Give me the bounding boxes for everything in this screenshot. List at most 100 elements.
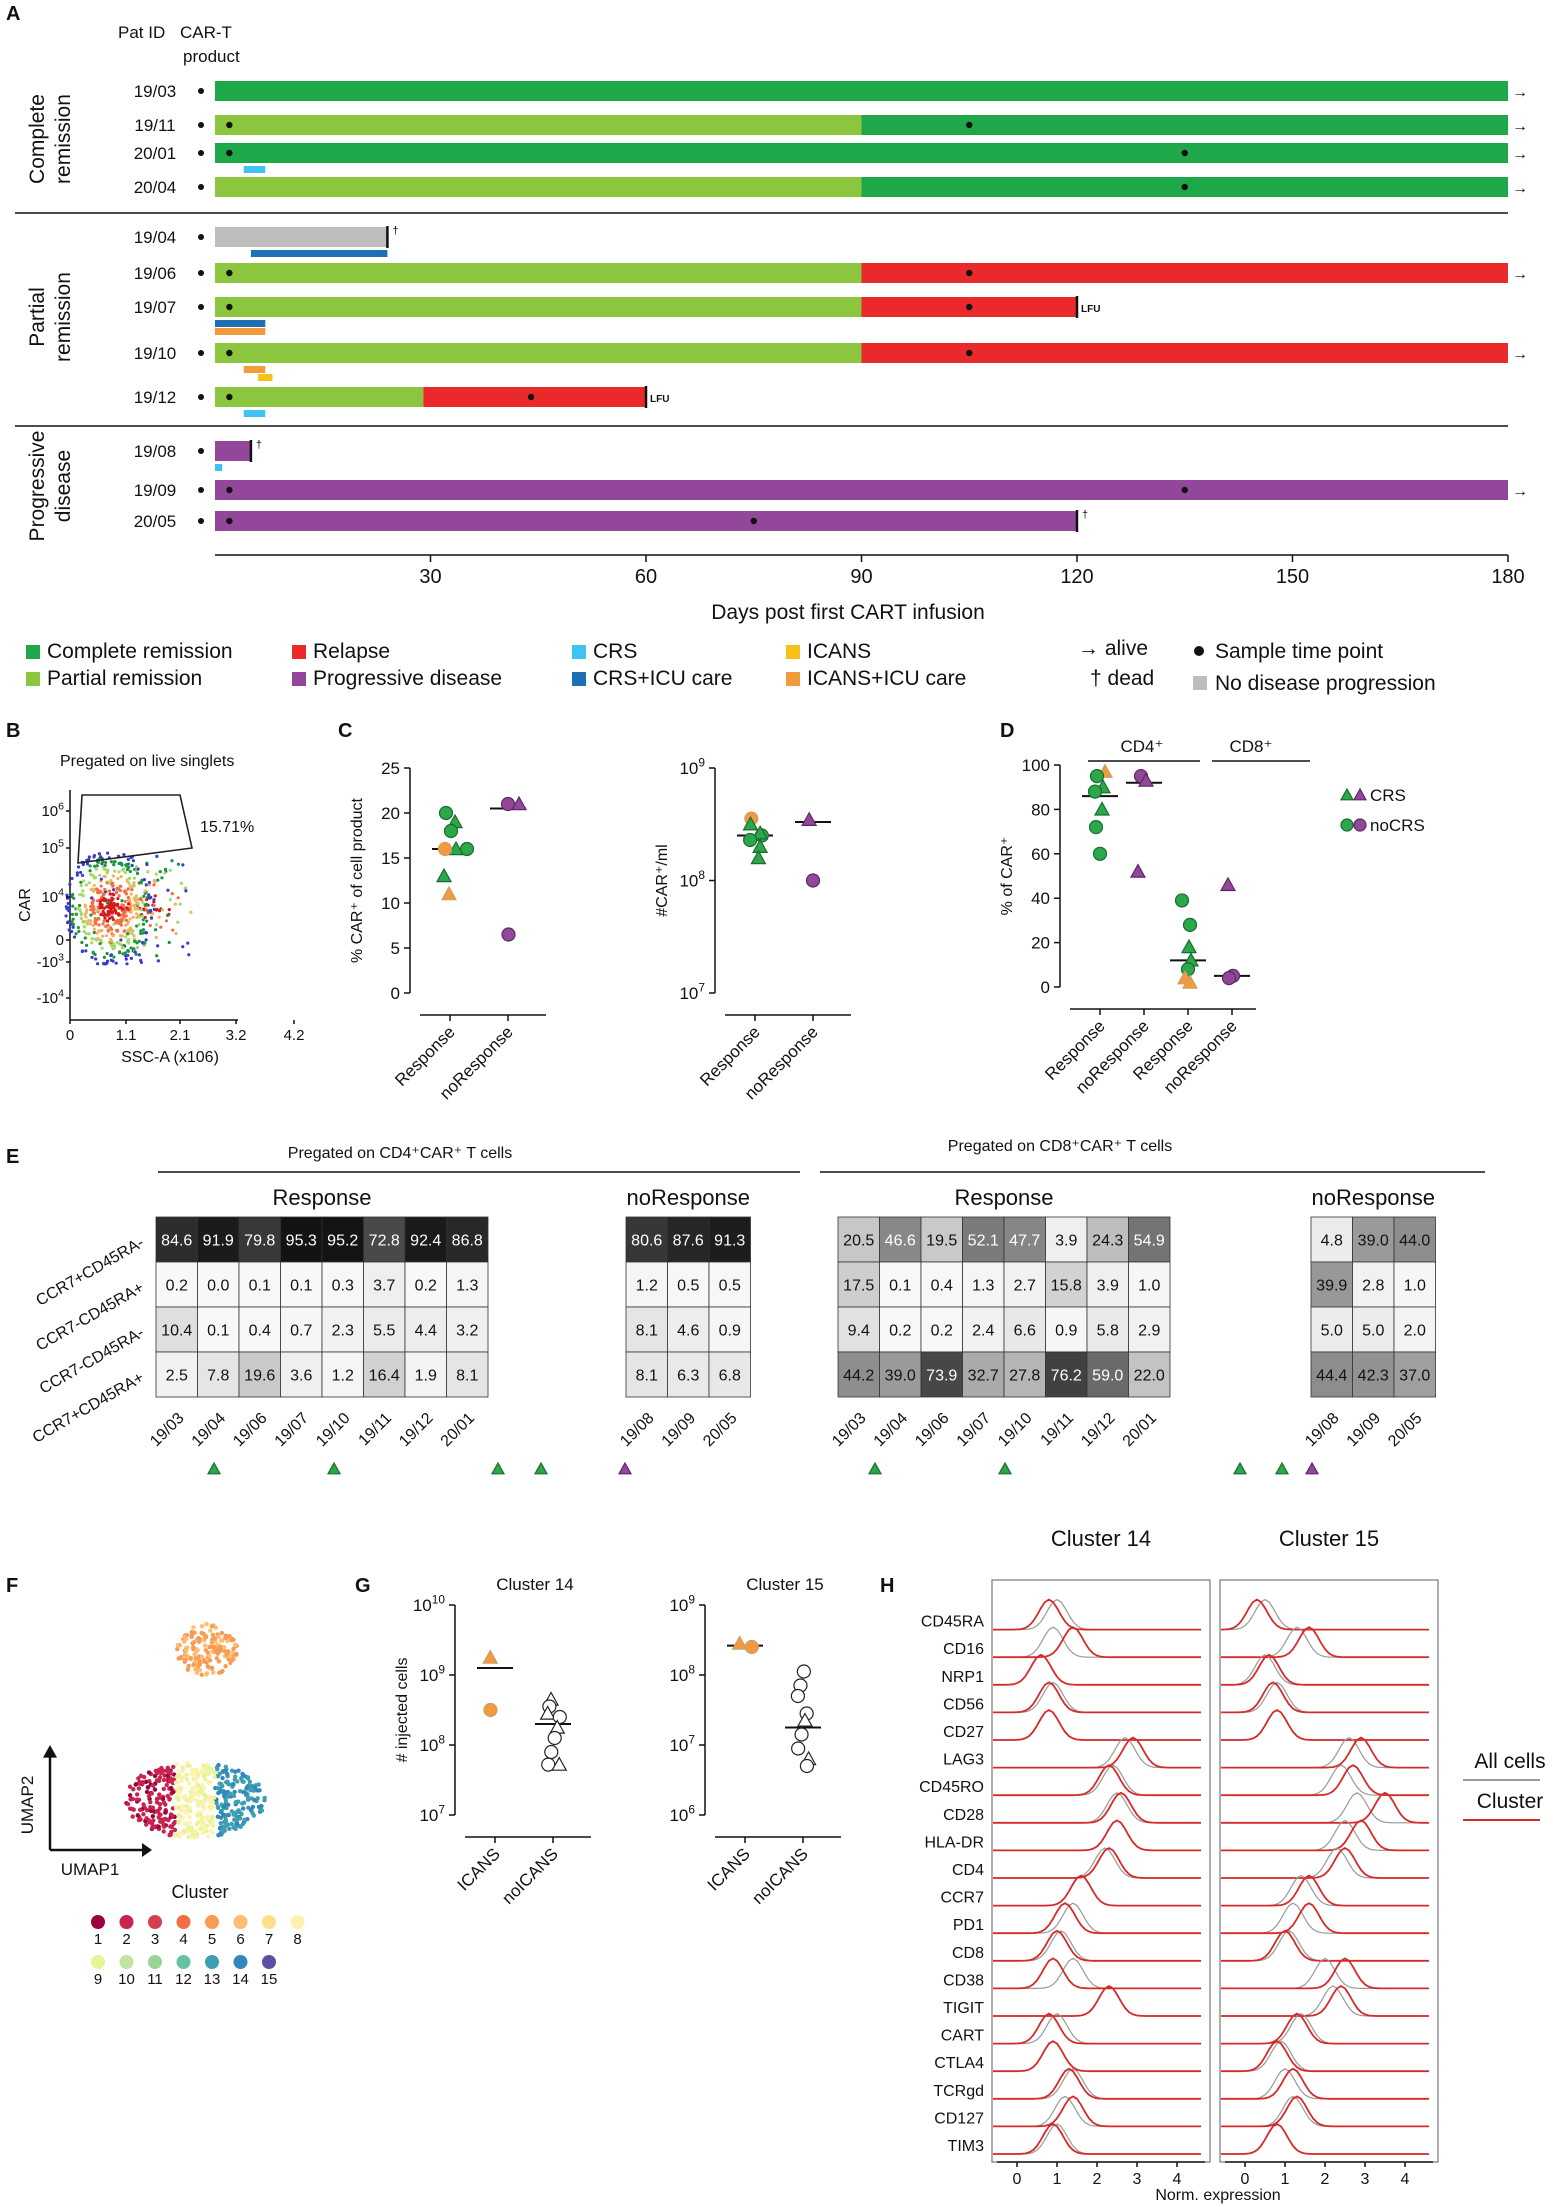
e-block-0-cell-value: 84.6 — [161, 1233, 192, 1250]
b-event-dot — [77, 903, 82, 908]
status-bar — [215, 177, 862, 197]
h-marker-label: CD45RO — [919, 1779, 984, 1796]
g2-point — [790, 1688, 806, 1704]
h-marker-label: TCRgd — [933, 2083, 984, 2100]
f-cell-dot — [195, 1647, 200, 1653]
f-cell-dot — [183, 1794, 188, 1799]
e-block-1-cell-value: 91.3 — [714, 1233, 745, 1250]
f-cell-dot — [175, 1642, 181, 1648]
b-event-dot — [139, 958, 143, 962]
h-allcells-curve — [993, 1902, 1201, 1934]
f-legend-dot — [233, 1955, 248, 1969]
f-cell-dot — [216, 1790, 221, 1796]
f-cell-dot — [237, 1788, 243, 1794]
b-event-dot — [89, 872, 93, 877]
b-event-dot — [133, 907, 137, 911]
legend-swatch — [26, 672, 40, 686]
f-cell-dot — [170, 1790, 176, 1795]
legend-label: CRS — [593, 640, 637, 663]
f-cell-dot — [230, 1649, 235, 1655]
e-block-2-cell — [962, 1261, 1005, 1308]
sample-dot — [1181, 149, 1188, 157]
f-cell-dot — [184, 1772, 189, 1777]
c2-point — [801, 811, 818, 826]
f-cell-dot — [148, 1799, 153, 1805]
b-event-dot — [122, 852, 126, 857]
b-event-dot — [170, 859, 174, 863]
e-block-1-cell-value: 0.5 — [677, 1278, 699, 1295]
b-event-dot — [109, 902, 113, 906]
f-cell-dot — [208, 1779, 213, 1785]
f-cell-dot — [240, 1801, 245, 1806]
b-event-dot — [71, 922, 76, 927]
e-block-1-cell-value: 6.3 — [677, 1368, 699, 1385]
e-block-2-col-label: 19/07 — [954, 1410, 994, 1450]
f-cell-dot — [151, 1818, 156, 1823]
b-event-dot — [132, 947, 136, 951]
f-cell-dot — [209, 1816, 215, 1821]
b-event-dot — [105, 959, 110, 963]
b-event-dot — [84, 949, 88, 953]
f-cell-dot — [154, 1796, 160, 1802]
h-allcells-curve — [1221, 1902, 1429, 1934]
b-event-dot — [155, 954, 159, 958]
f-cell-dot — [168, 1832, 173, 1837]
f-cell-dot — [212, 1636, 218, 1641]
f-cell-dot — [175, 1646, 180, 1652]
b-event-dot — [90, 937, 94, 941]
b-event-dot — [181, 945, 185, 949]
e-block-2-col-label: 19/03 — [829, 1410, 869, 1450]
b-event-dot — [174, 931, 178, 936]
b-event-dot — [148, 923, 152, 928]
e-block-1-col-label: 19/08 — [617, 1410, 657, 1450]
f-cell-dot — [239, 1776, 244, 1781]
f-cell-dot — [247, 1779, 253, 1785]
f-cell-dot — [170, 1813, 175, 1818]
patient-id-label: 19/06 — [134, 264, 177, 283]
f-cell-dot — [196, 1819, 201, 1825]
f-cell-dot — [163, 1802, 168, 1807]
f-cell-dot — [215, 1804, 221, 1809]
b-event-dot — [137, 953, 141, 957]
b-event-dot — [134, 894, 138, 898]
f-legend-title: Cluster — [171, 1882, 228, 1902]
h-marker-label: TIM3 — [948, 2138, 985, 2155]
b-event-dot — [83, 936, 87, 940]
f-cell-dot — [127, 1793, 133, 1798]
e-block-2-cell-value: 46.6 — [885, 1233, 916, 1250]
group-label-2: Progressive — [26, 431, 49, 542]
f-legend-label: 11 — [147, 1971, 163, 1988]
f-cell-dot — [204, 1823, 209, 1829]
b-event-dot — [144, 938, 148, 942]
f-cell-dot — [201, 1763, 206, 1768]
h-allcells-curve — [1221, 1874, 1429, 1907]
d-point — [1174, 893, 1190, 908]
e-block-0-cell-value: 7.8 — [207, 1368, 229, 1385]
b-event-dot — [154, 872, 158, 876]
e-block-0-cell-value: 0.7 — [290, 1323, 312, 1340]
c1-y-tick-label: 10 — [381, 894, 400, 913]
b-event-dot — [146, 870, 150, 874]
b-event-dot — [141, 900, 145, 905]
f-cell-dot — [178, 1776, 184, 1781]
b-event-dot — [136, 907, 140, 911]
e-block-0-cell — [280, 1216, 323, 1263]
status-bar — [215, 263, 862, 283]
f-cell-dot — [248, 1787, 253, 1793]
b-event-dot — [113, 908, 117, 912]
g2-point — [796, 1664, 811, 1679]
b-event-dot — [93, 916, 97, 921]
x-tick-label: 180 — [1491, 566, 1524, 588]
e-block-0-col-label: 20/01 — [438, 1410, 478, 1450]
b-event-dot — [155, 854, 159, 858]
f-legend-label: 10 — [118, 1971, 135, 1988]
b-event-dot — [115, 902, 120, 906]
legend-swatch — [292, 672, 306, 686]
c2-point — [743, 832, 758, 848]
h-cluster-curve — [1220, 1598, 1429, 1631]
b-event-dot — [131, 915, 135, 919]
h-allcells-curve — [993, 1709, 1201, 1741]
f-cell-dot — [173, 1832, 178, 1838]
f-cell-dot — [204, 1672, 209, 1677]
f-cell-dot — [196, 1793, 201, 1798]
